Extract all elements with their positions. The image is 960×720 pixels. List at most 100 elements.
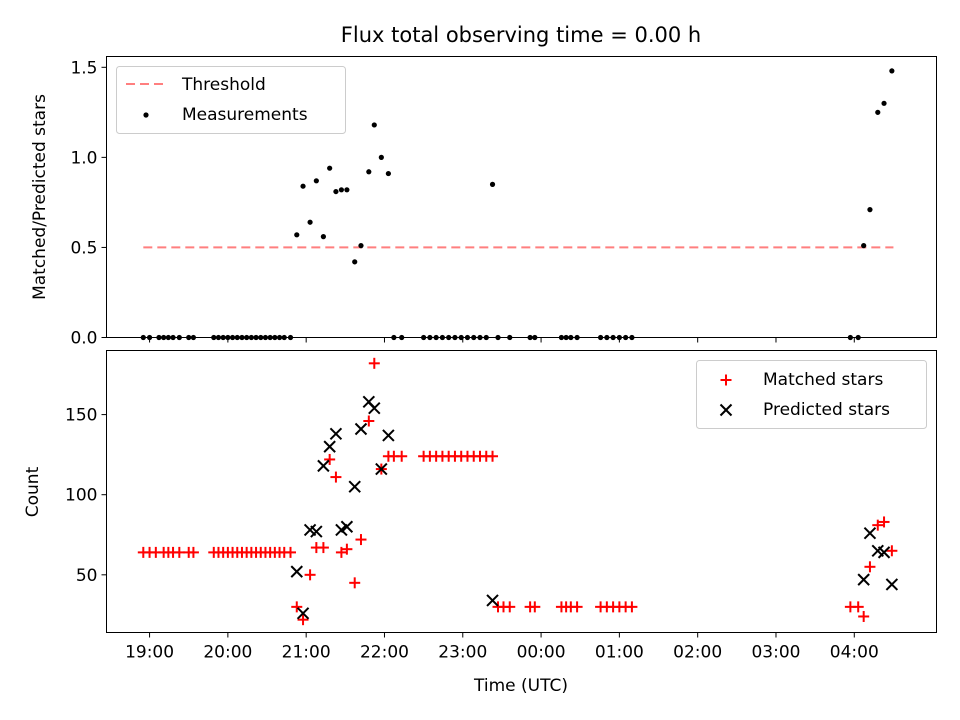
bottom-legend: Matched stars Predicted stars — [696, 360, 927, 429]
matched-point — [341, 543, 353, 555]
matched-point — [187, 546, 199, 558]
legend-predicted-marker-b — [719, 403, 733, 417]
matched-point — [504, 601, 516, 613]
predicted-point-b — [375, 462, 388, 476]
measurement-point — [378, 154, 384, 160]
measurement-point — [867, 207, 873, 213]
measurement-point — [333, 188, 339, 195]
legend-threshold-label: Threshold — [181, 75, 266, 95]
predicted-point-b — [354, 422, 368, 436]
predicted-point-b — [863, 526, 877, 540]
measurement-point — [352, 259, 358, 265]
measurement-point — [320, 234, 326, 240]
predicted-point — [863, 526, 877, 540]
predicted-point-b — [885, 578, 899, 591]
matched-point — [626, 601, 638, 613]
predicted-point — [329, 427, 343, 441]
predicted-point — [382, 429, 395, 442]
matched-point — [864, 561, 876, 573]
legend-matched-marker — [720, 374, 732, 386]
predicted-point-b — [348, 480, 361, 493]
predicted-point-b — [871, 544, 884, 557]
top-y-axis-label: Matched/Predicted stars — [30, 94, 50, 300]
predicted-point-b — [323, 440, 336, 453]
matched-point — [878, 516, 890, 528]
predicted-point-b — [340, 520, 354, 533]
matched-point — [285, 546, 297, 558]
matched-point — [368, 357, 380, 369]
matched-point — [349, 577, 361, 589]
measurement-point — [300, 183, 306, 189]
measurement-point — [366, 169, 372, 175]
measurement-point — [327, 165, 333, 171]
top-y-tick-label: 0.5 — [70, 238, 97, 258]
chart-title: Flux total observing time = 0.00 h — [341, 23, 701, 47]
legend-matched-swatch — [720, 374, 732, 386]
matched-point — [297, 614, 309, 626]
bottom-plot-area — [137, 357, 899, 626]
legend-measurements-label: Measurements — [182, 105, 308, 125]
predicted-point — [857, 573, 870, 586]
predicted-point — [296, 607, 310, 620]
matched-point — [173, 546, 185, 558]
x-tick-label: 19:00 — [125, 643, 174, 663]
predicted-point — [375, 462, 388, 476]
predicted-point-b — [486, 594, 499, 607]
measurement-point — [313, 178, 319, 184]
matched-point — [529, 601, 541, 613]
predicted-point — [486, 594, 499, 607]
bottom-y-axis-label: Count — [23, 466, 43, 517]
x-tick-label: 20:00 — [203, 643, 252, 663]
bottom-y-tick-label: 150 — [65, 406, 97, 426]
predicted-point — [317, 459, 330, 473]
matched-point — [487, 450, 499, 462]
predicted-point-b — [290, 565, 303, 578]
x-tick-label: 21:00 — [282, 643, 331, 663]
matched-point — [858, 610, 870, 622]
predicted-point-b — [303, 523, 317, 537]
matched-point — [886, 545, 898, 557]
matched-point — [396, 450, 408, 462]
predicted-point — [354, 422, 368, 436]
top-y-tick-label: 0.0 — [70, 329, 97, 349]
predicted-point-b — [310, 525, 323, 538]
measurement-point — [344, 187, 350, 193]
legend-matched-label: Matched stars — [763, 370, 883, 390]
bottom-y-tick-label: 50 — [76, 566, 98, 586]
measurement-point — [875, 109, 881, 115]
x-tick-label: 01:00 — [595, 643, 644, 663]
x-tick-label: 04:00 — [830, 643, 879, 663]
predicted-point-b — [296, 607, 310, 620]
x-tick-label: 03:00 — [751, 643, 800, 663]
legend-predicted-marker — [719, 403, 733, 417]
matched-point — [317, 542, 329, 554]
predicted-point-b — [362, 395, 376, 408]
x-axis-label: Time (UTC) — [473, 676, 568, 696]
measurement-point — [881, 100, 887, 106]
matched-point — [330, 471, 342, 483]
predicted-point — [323, 440, 336, 453]
measurement-point — [385, 170, 391, 177]
x-tick-label: 23:00 — [438, 643, 487, 663]
predicted-point — [340, 520, 354, 533]
measurement-point — [294, 232, 300, 238]
measurement-point — [358, 243, 364, 249]
predicted-point — [290, 565, 303, 578]
predicted-point-b — [329, 427, 343, 441]
matched-point — [291, 601, 303, 613]
measurement-point — [489, 181, 496, 187]
measurement-point — [371, 122, 377, 128]
legend-predicted-swatch — [719, 403, 733, 417]
matched-point — [363, 415, 375, 427]
predicted-point — [885, 578, 899, 591]
predicted-point-b — [317, 459, 330, 473]
predicted-point — [368, 401, 381, 415]
x-tick-label: 22:00 — [360, 643, 409, 663]
predicted-point-b — [368, 401, 381, 415]
matched-point — [852, 601, 864, 613]
x-tick-label: 02:00 — [673, 643, 722, 663]
measurement-point — [307, 219, 313, 225]
measurement-point — [338, 187, 345, 193]
matched-point — [355, 534, 367, 546]
